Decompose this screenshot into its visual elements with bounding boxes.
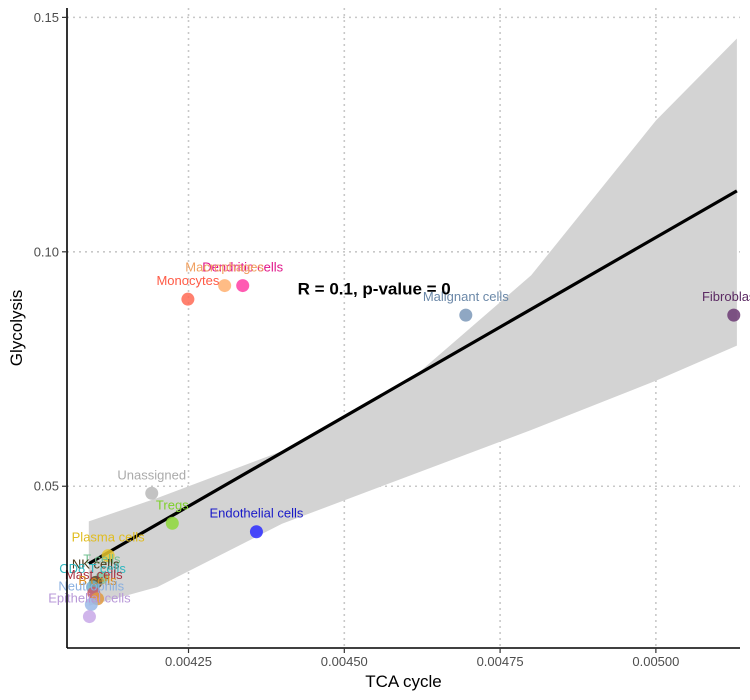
data-point [236, 279, 250, 293]
regression-line-layer [88, 189, 738, 565]
points-layer [82, 279, 741, 624]
regression-line [88, 189, 738, 565]
data-point [181, 292, 195, 306]
point-label: Plasma cells [72, 530, 145, 545]
data-point [165, 516, 179, 530]
point-label: CD8 T cells [59, 561, 126, 576]
point-label: Dendritic cells [202, 260, 283, 275]
y-tick-label: 0.05 [34, 479, 59, 494]
data-point [84, 597, 98, 611]
axes-layer: 0.00425 0.00450 0.00475 0.00500 0.05 0.10 0.15 [34, 8, 740, 669]
data-point [218, 279, 232, 293]
point-label: Unassigned [117, 467, 186, 482]
data-point [249, 525, 263, 539]
x-tick-label: 0.00450 [321, 654, 368, 669]
point-label: Malignant cells [423, 289, 509, 304]
point-label: Neutrophils [58, 578, 124, 593]
correlation-annotation: R = 0.1, p-value = 0 [298, 279, 451, 298]
data-point [82, 610, 96, 624]
point-label: NK cells [72, 556, 120, 571]
point-label: Epithelial cells [48, 591, 131, 606]
confidence-band-layer [88, 38, 737, 606]
point-label: Fibroblasts [702, 289, 750, 304]
point-label: B cells [78, 573, 117, 588]
data-point [101, 549, 115, 563]
data-point [727, 308, 741, 322]
point-labels-layer: Fibroblasts Malignant cells Dendritic cell… [48, 260, 750, 606]
x-tick-label: 0.00500 [632, 654, 679, 669]
data-point [459, 308, 473, 322]
confidence-band [88, 38, 737, 606]
y-tick-label: 0.10 [34, 244, 59, 259]
point-label: Endothelial cells [209, 506, 303, 521]
x-tick-label: 0.00425 [165, 654, 212, 669]
data-point [145, 486, 159, 500]
point-label: T cells [83, 552, 121, 567]
point-label: Monocytes [156, 273, 219, 288]
point-label: Mast cells [65, 567, 123, 582]
y-tick-label: 0.15 [34, 10, 59, 25]
point-label: Tregs [156, 497, 189, 512]
point-label: Macrophages [185, 260, 264, 275]
x-axis-title: TCA cycle [365, 672, 442, 691]
x-tick-label: 0.00475 [477, 654, 524, 669]
y-axis-title: Glycolysis [7, 290, 26, 367]
